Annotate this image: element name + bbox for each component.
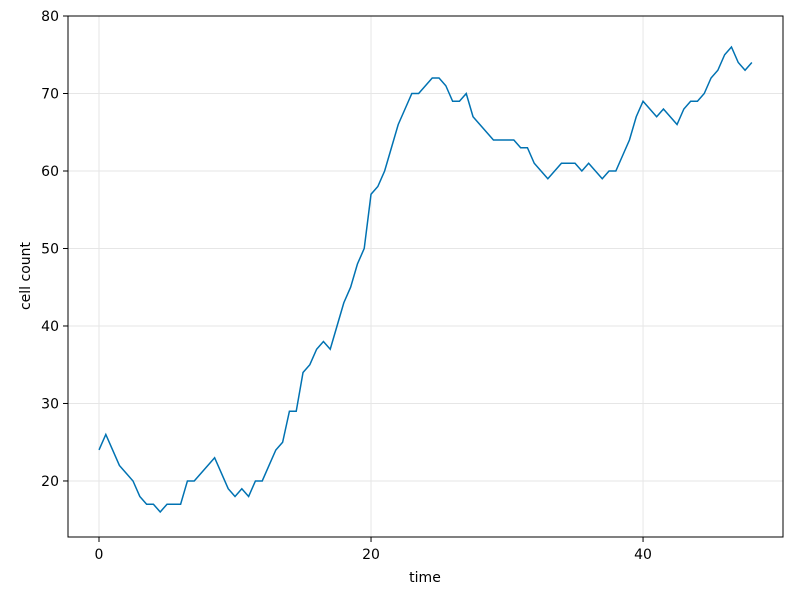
x-axis-label: time	[409, 570, 441, 586]
y-axis-label: cell count	[18, 241, 34, 310]
y-tick-label: 80	[41, 9, 59, 25]
y-tick-label: 30	[41, 396, 59, 412]
x-tick-label: 20	[362, 547, 380, 563]
plot-frame	[67, 15, 784, 538]
y-tick-label: 40	[41, 319, 59, 335]
x-tick-label: 0	[95, 547, 104, 563]
data-line	[98, 45, 753, 514]
y-tick-label: 60	[41, 164, 59, 180]
y-tick-label: 50	[41, 241, 59, 257]
y-tick-label: 70	[41, 86, 59, 102]
x-tick-label: 40	[634, 547, 652, 563]
y-tick-label: 20	[41, 474, 59, 490]
